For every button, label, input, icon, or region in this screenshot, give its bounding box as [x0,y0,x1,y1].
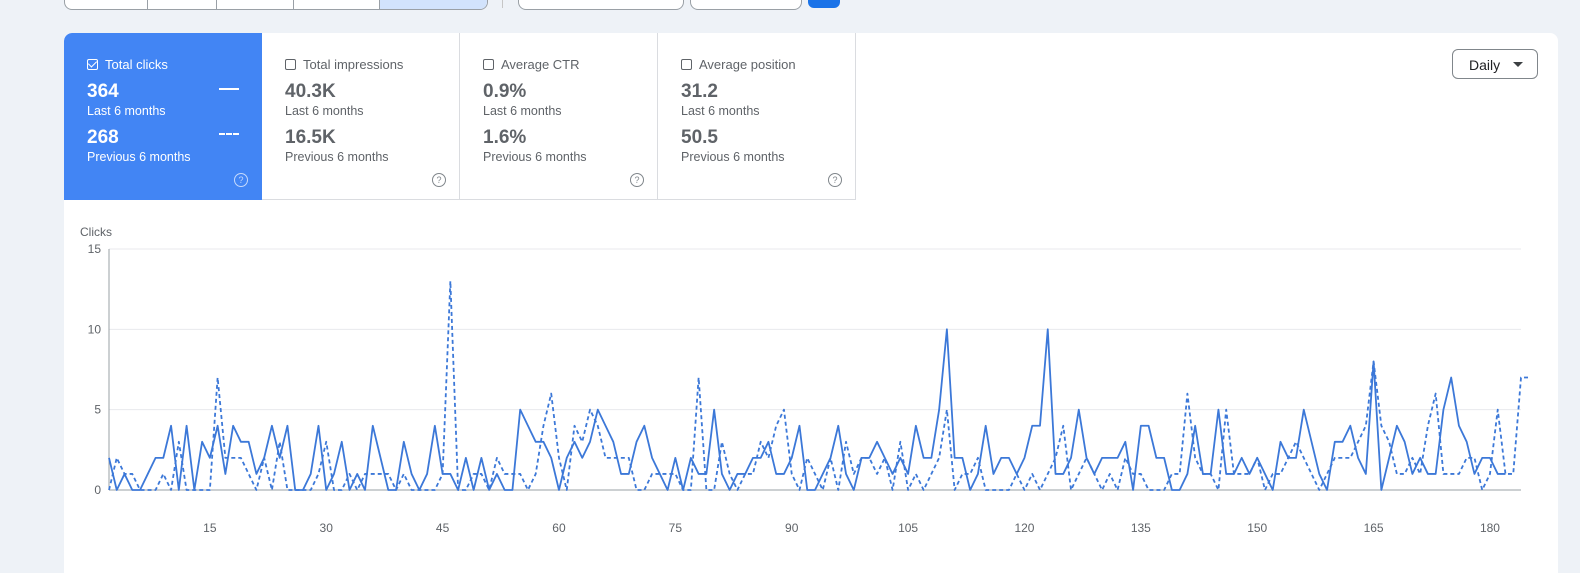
metric-previous-value: 1.6% [483,127,527,148]
x-tick-label: 60 [552,521,566,535]
x-tick-label: 75 [669,521,683,535]
metric-header: Average CTR [483,57,580,72]
checkbox-unchecked-icon[interactable] [681,59,692,70]
toolbar-divider [502,0,503,8]
y-tick-label: 0 [94,483,101,497]
metric-current-value: 0.9% [483,81,527,102]
metric-previous-label: Previous 6 months [483,150,587,164]
metric-label: Total impressions [303,57,404,72]
metric-current-label: Last 6 months [681,104,760,118]
date-range-option-selected[interactable] [380,0,487,9]
series-group [108,280,1529,491]
metric-header: Average position [681,57,796,72]
x-tick-label: 30 [320,521,334,535]
metric-current-value: 40.3K [285,81,336,102]
metric-label: Average CTR [501,57,580,72]
date-range-option[interactable] [294,0,380,9]
dashed-line-legend-icon [219,133,239,135]
filter-pill[interactable] [518,0,684,10]
filter-pill[interactable] [690,0,802,10]
x-tick-label: 180 [1480,521,1500,535]
y-tick-label: 15 [88,242,102,256]
metric-tile-total-impressions[interactable]: Total impressions 40.3K Last 6 months 16… [262,33,460,200]
date-range-option[interactable] [217,0,294,9]
add-filter-button[interactable] [808,0,840,8]
x-tick-label: 135 [1131,521,1151,535]
help-icon[interactable]: ? [630,173,644,187]
x-tick-label: 120 [1014,521,1034,535]
top-toolbar [0,0,1580,20]
current-period-series-line [108,328,1506,491]
y-tick-label: 5 [94,403,101,417]
y-axis-label: Clicks [80,225,112,239]
x-tick-label: 105 [898,521,918,535]
y-axis-ticks: 0 5 10 15 [88,242,102,497]
checkbox-unchecked-icon[interactable] [483,59,494,70]
granularity-dropdown[interactable]: Daily [1452,49,1538,79]
solid-line-legend-icon [219,88,239,90]
help-icon[interactable]: ? [432,173,446,187]
metric-header: Total clicks [87,57,168,72]
performance-card: Total clicks 364 Last 6 months 268 Previ… [64,33,1558,573]
metric-label: Total clicks [105,57,168,72]
metric-previous-label: Previous 6 months [285,150,389,164]
date-range-option[interactable] [148,0,217,9]
x-tick-label: 45 [436,521,450,535]
checkbox-checked-icon[interactable] [87,58,98,70]
metric-current-value: 31.2 [681,81,718,102]
metric-tile-average-ctr[interactable]: Average CTR 0.9% Last 6 months 1.6% Prev… [460,33,658,200]
metric-previous-value: 16.5K [285,127,336,148]
metric-current-label: Last 6 months [483,104,562,118]
x-tick-label: 90 [785,521,799,535]
metric-current-label: Last 6 months [87,104,166,118]
caret-down-icon [1513,62,1523,67]
y-tick-label: 10 [88,322,102,336]
metric-current-value: 364 [87,81,119,102]
metric-label: Average position [699,57,796,72]
x-tick-label: 15 [203,521,217,535]
metric-tile-total-clicks[interactable]: Total clicks 364 Last 6 months 268 Previ… [64,33,262,200]
metric-header: Total impressions [285,57,403,72]
metric-previous-label: Previous 6 months [87,150,191,164]
x-tick-label: 150 [1247,521,1267,535]
x-tick-label: 165 [1364,521,1384,535]
metric-current-label: Last 6 months [285,104,364,118]
date-range-segmented-control [64,0,488,10]
gridlines [108,248,1521,491]
granularity-selected-label: Daily [1469,57,1501,73]
x-axis-ticks: 15 30 45 60 75 90 105 120 135 150 165 180 [203,521,1500,535]
metric-previous-label: Previous 6 months [681,150,785,164]
help-icon[interactable]: ? [234,173,248,187]
checkbox-unchecked-icon[interactable] [285,59,296,70]
clicks-line-chart: Clicks 0 5 10 15 15 30 45 60 75 90 105 120 135 150 16… [80,225,1529,535]
metric-previous-value: 268 [87,127,119,148]
metric-previous-value: 50.5 [681,127,718,148]
previous-period-series-line [108,280,1529,491]
date-range-option[interactable] [65,0,148,9]
help-icon[interactable]: ? [828,173,842,187]
metric-tile-average-position[interactable]: Average position 31.2 Last 6 months 50.5… [658,33,856,200]
